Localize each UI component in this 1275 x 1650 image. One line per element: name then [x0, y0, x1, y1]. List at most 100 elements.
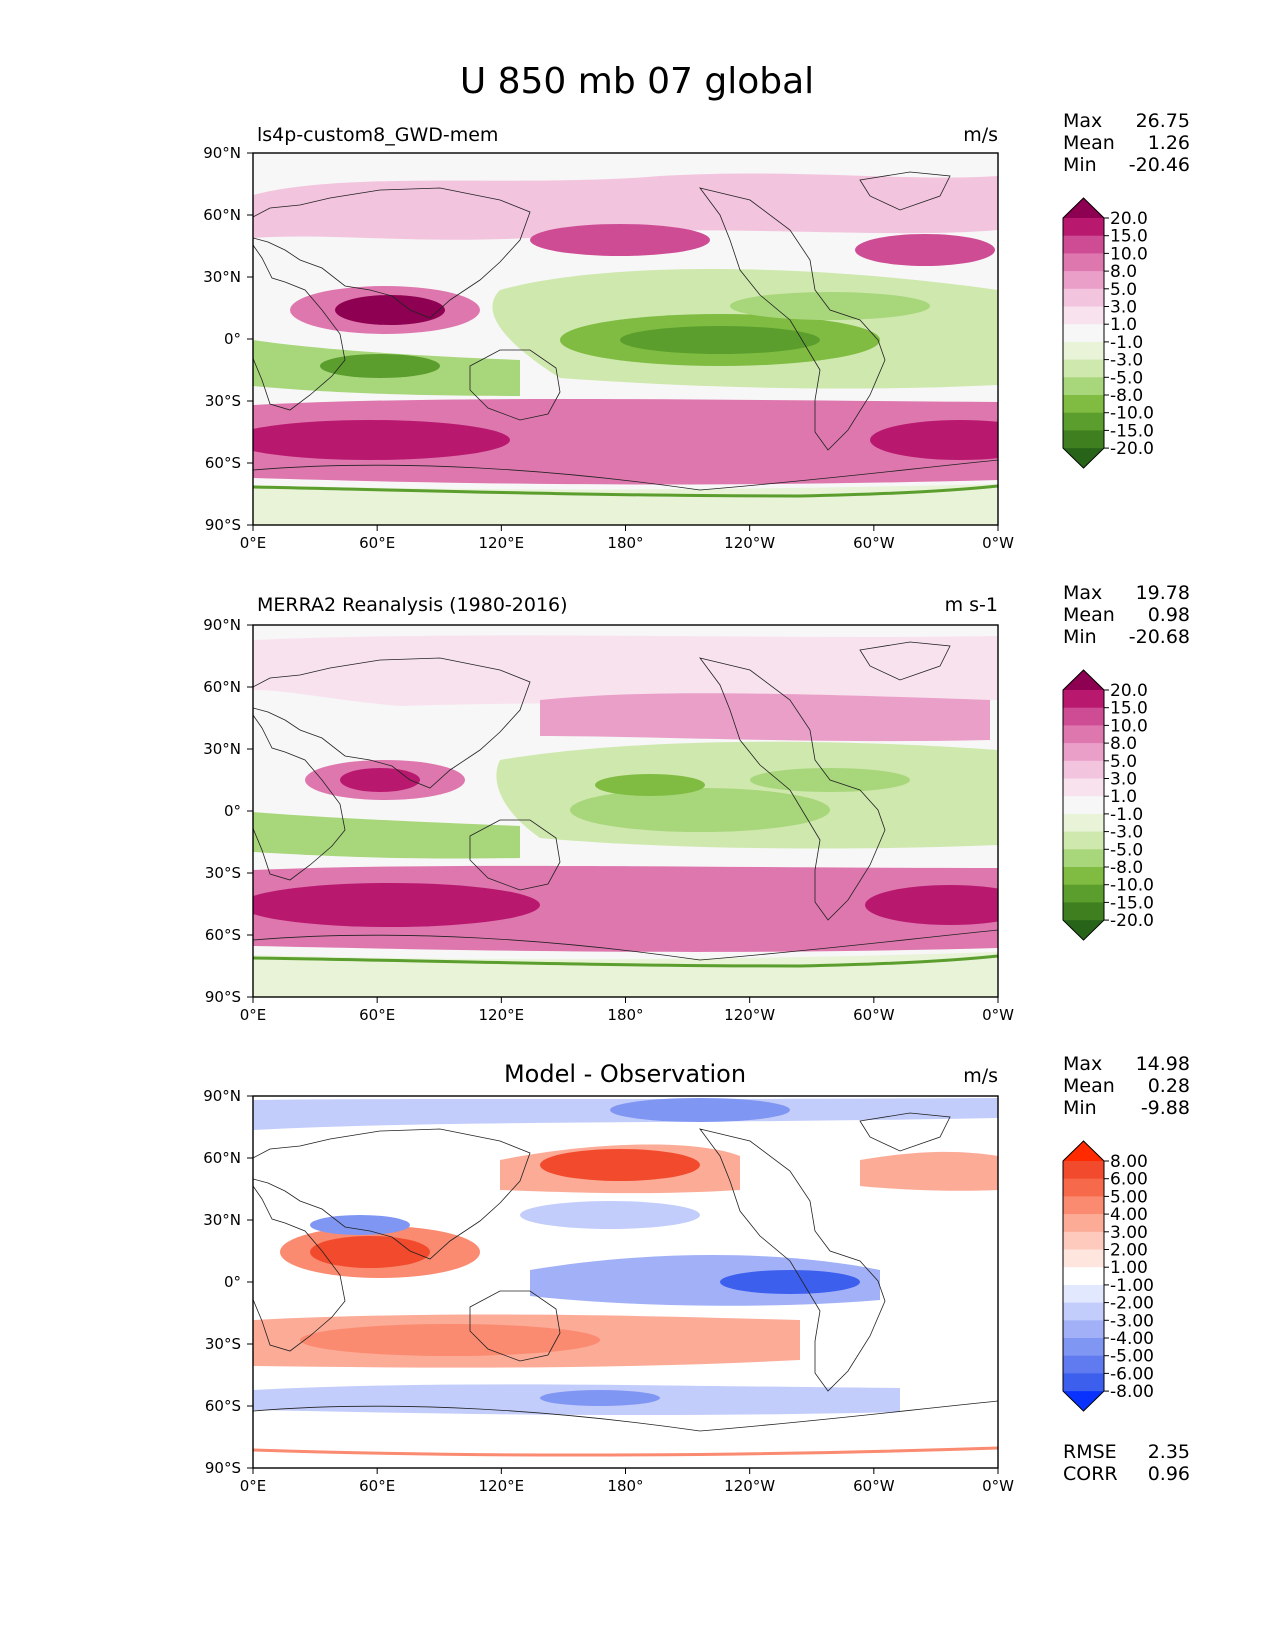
colorbar: 20.015.010.08.05.03.01.0-1.0-3.0-5.0-8.0…: [1062, 669, 1154, 941]
westerly-band-north: [253, 635, 998, 706]
colorbar-tick-label: 5.0: [1110, 280, 1137, 300]
y-axis: 90°N 60°N 30°N 0° 30°S 60°S 90°S: [203, 616, 253, 1006]
coastline-americas: [699, 1128, 886, 1392]
colorbar-bin: [1063, 743, 1104, 762]
colorbar-bin: [1063, 377, 1104, 396]
pacific-positive-core: [540, 1149, 700, 1181]
colorbar-bin: [1063, 341, 1104, 361]
indian-easterlies-core: [320, 354, 440, 378]
arctic-negative-core: [610, 1098, 790, 1122]
colorbar-tick-label: -20.0: [1110, 439, 1154, 459]
colorbar: 20.015.010.08.05.03.01.0-1.0-3.0-5.0-8.0…: [1062, 197, 1154, 469]
x-tick-label: 60°E: [359, 534, 395, 552]
coastline-antarctica: [253, 1400, 998, 1432]
colorbar-bin: [1063, 867, 1104, 886]
colorbar-extend-max: [1063, 1141, 1104, 1161]
y-tick-label: 60°S: [205, 454, 241, 472]
coastline-australia: [469, 819, 561, 891]
colorbar-tick-label: -8.0: [1110, 858, 1143, 878]
x-tick-label: 60°W: [853, 1477, 895, 1495]
x-tick-label: 60°E: [359, 1006, 395, 1024]
coastline-africa: [253, 714, 346, 881]
stat-label: Min: [1063, 154, 1097, 176]
southern-negative-core: [540, 1390, 660, 1406]
colorbar-bin: [1063, 796, 1104, 815]
colorbar-tick-label: -10.0: [1110, 404, 1154, 424]
southern-positive-core: [300, 1324, 600, 1356]
southern-jet-west: [253, 420, 510, 460]
y-tick-label: 90°S: [205, 516, 241, 534]
coastline-greenland: [859, 171, 951, 211]
map-field: [253, 625, 998, 997]
equatorial-negative-core: [720, 1270, 860, 1294]
colorbar-extend-min: [1063, 920, 1104, 941]
colorbar-bin: [1063, 395, 1104, 414]
stat-value: -9.88: [1141, 1097, 1190, 1119]
atlantic-positive: [860, 1151, 998, 1191]
colorbar-tick-label: 3.00: [1110, 1223, 1148, 1243]
colorbar-bin: [1063, 884, 1104, 903]
pacific-negative: [520, 1201, 700, 1229]
colorbar-bin: [1063, 1302, 1104, 1321]
stat-value: 1.26: [1148, 132, 1190, 154]
coastline-eurasia: [253, 187, 531, 319]
colorbar-tick-label: -8.00: [1110, 1382, 1154, 1402]
x-tick-label: 0°E: [240, 1006, 267, 1024]
x-tick-label: 0°E: [240, 534, 267, 552]
southern-jet-east: [865, 885, 998, 925]
colorbar-bin: [1063, 271, 1104, 290]
coastline-australia: [469, 1290, 561, 1362]
colorbar-tick-label: -5.00: [1110, 1347, 1154, 1367]
stats-block: Max 19.78 Mean 0.98 Min -20.68: [1063, 582, 1190, 648]
colorbar-tick-label: -3.0: [1110, 823, 1143, 843]
colorbar-tick-label: 8.00: [1110, 1152, 1148, 1172]
trade-core: [570, 788, 830, 832]
coastline-africa: [253, 1185, 346, 1352]
colorbar-tick-label: 20.0: [1110, 681, 1148, 701]
y-tick-label: 60°N: [203, 678, 241, 696]
colorbar-bin: [1063, 778, 1104, 797]
coastline-americas: [699, 657, 886, 921]
colorbar-tick-label: -3.00: [1110, 1311, 1154, 1331]
x-tick-label: 120°W: [724, 1477, 775, 1495]
colorbar-bin: [1063, 306, 1104, 325]
x-tick-label: 120°W: [724, 1006, 775, 1024]
colorbar-tick-label: 1.0: [1110, 787, 1137, 807]
x-tick-label: 0°E: [240, 1477, 267, 1495]
y-tick-label: 60°N: [203, 206, 241, 224]
stat-value: 0.98: [1148, 604, 1190, 626]
colorbar-extend-max: [1063, 670, 1104, 690]
monsoon-jet-core: [335, 295, 445, 325]
colorbar-bin: [1063, 1267, 1104, 1286]
stat-label: Max: [1063, 110, 1102, 132]
y-tick-label: 30°S: [205, 864, 241, 882]
colorbar-tick-label: -1.0: [1110, 805, 1143, 825]
colorbar-bin: [1063, 1355, 1104, 1374]
x-tick-label: 120°E: [479, 1006, 525, 1024]
y-tick-label: 30°S: [205, 392, 241, 410]
colorbar-bin: [1063, 253, 1104, 272]
colorbar-bin: [1063, 760, 1104, 779]
colorbar-tick-label: -1.00: [1110, 1276, 1154, 1296]
stat-value: 19.78: [1136, 582, 1190, 604]
stats-block: Max 14.98 Mean 0.28 Min -9.88: [1063, 1053, 1190, 1119]
y-tick-label: 30°S: [205, 1335, 241, 1353]
coastline-eurasia: [253, 1128, 531, 1260]
southern-jet-west: [253, 883, 540, 927]
panel-difference: Model - Observation m/s: [203, 1053, 1190, 1495]
coastline-americas: [699, 187, 886, 451]
y-tick-label: 90°S: [205, 988, 241, 1006]
pacific-atlantic-jet: [540, 693, 990, 742]
stat-label: Mean: [1063, 604, 1115, 626]
coastline-eurasia: [253, 657, 531, 789]
trade-core-inner: [620, 326, 820, 354]
score-label: CORR: [1063, 1463, 1118, 1485]
y-tick-label: 0°: [224, 1273, 241, 1291]
panel-observation: MERRA2 Reanalysis (1980-2016) m s-1: [203, 582, 1190, 1024]
colorbar-bin: [1063, 1338, 1104, 1357]
colorbar-tick-label: 8.0: [1110, 262, 1137, 282]
antarctic-coastal-band: [253, 484, 998, 498]
stat-label: Max: [1063, 582, 1102, 604]
colorbar-tick-label: -5.0: [1110, 368, 1143, 388]
